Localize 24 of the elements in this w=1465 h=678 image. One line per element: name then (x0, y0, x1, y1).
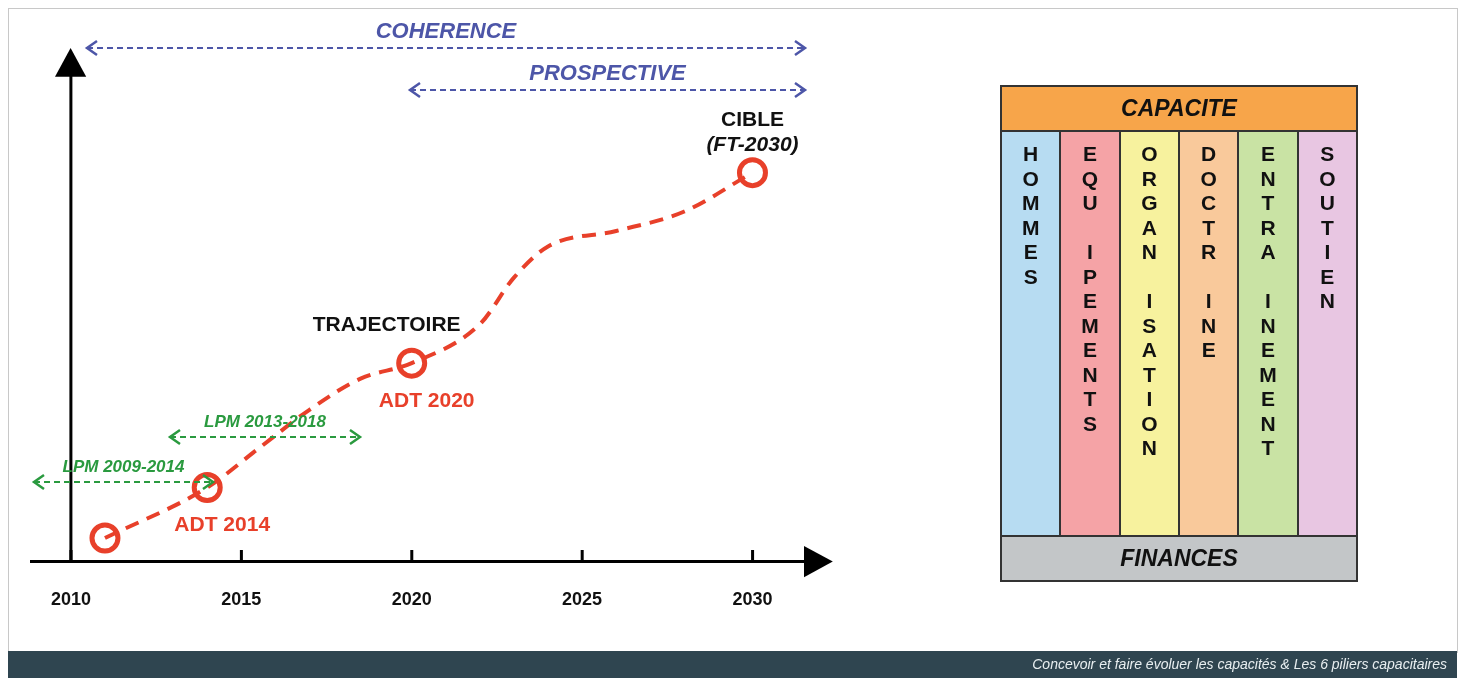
text: PROSPECTIVE (529, 60, 686, 86)
point (736, 157, 768, 189)
x-tick-label: 2015 (221, 589, 262, 610)
text: COHERENCE (375, 18, 517, 44)
category-label: ENTRA INEMENT (1259, 142, 1277, 459)
text: FINANCES (1002, 535, 1356, 580)
annotation: CIBLE (720, 107, 784, 131)
point (89, 522, 121, 554)
category-label: SOUTIEN (1298, 132, 1356, 535)
annotation: LPM 2013-2018 (204, 412, 326, 432)
text: Concevoir et faire évoluer les capacités & Les 6 piliers capacitaires (1031, 655, 1447, 674)
category-label: EQU IPEMENTS (1081, 142, 1099, 435)
annotation: (FT-2030) (706, 132, 799, 156)
annotation: ADT 2014 (174, 512, 271, 536)
annotation: TRAJECTOIRE (312, 311, 461, 335)
x-tick-label: 2025 (562, 589, 603, 610)
category-label: DOCTR INE (1200, 142, 1217, 361)
category-label: HOMMES (1002, 132, 1062, 535)
x-tick-label: 2010 (50, 589, 91, 610)
category-label: ORGAN ISATION (1141, 142, 1158, 459)
text: CAPACITE (1002, 87, 1356, 132)
x-tick-label: 2030 (732, 589, 773, 610)
annotation: ADT 2020 (378, 387, 475, 411)
x-tick-label: 2020 (391, 589, 432, 610)
